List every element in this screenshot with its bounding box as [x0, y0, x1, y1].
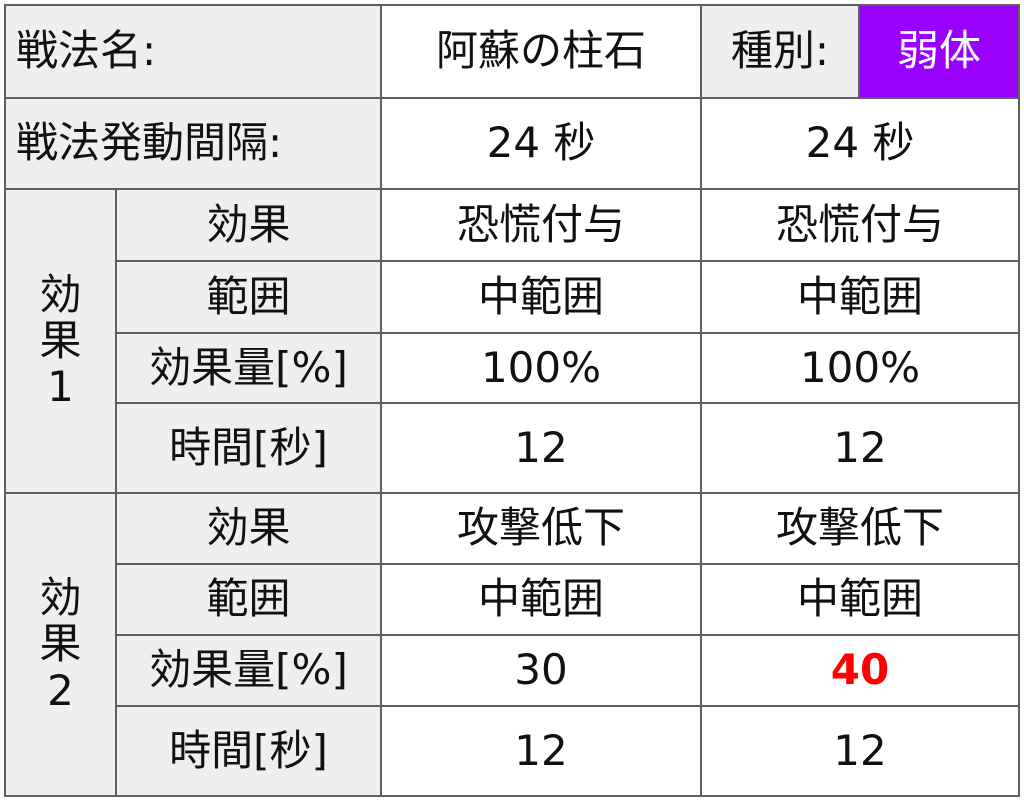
interval-value-1: 24 秒 — [380, 97, 702, 190]
cell-value: 攻撃低下 — [700, 492, 1020, 565]
row-label: 範囲 — [115, 563, 382, 636]
row-label: 時間[秒] — [115, 402, 382, 494]
cell-value: 中範囲 — [380, 563, 702, 636]
cell-value: 12 — [700, 402, 1020, 494]
cell-value: 中範囲 — [380, 260, 702, 334]
tactic-name-value: 阿蘇の柱石 — [380, 4, 702, 99]
type-label: 種別: — [700, 4, 860, 99]
highlighted-value: 40 — [700, 634, 1020, 707]
type-badge: 弱体 — [858, 4, 1020, 99]
tactic-name-label: 戦法名: — [4, 4, 382, 99]
row-label: 効果量[%] — [115, 332, 382, 404]
cell-value: 12 — [700, 705, 1020, 797]
row-label: 効果 — [115, 188, 382, 262]
cell-value: 100% — [700, 332, 1020, 404]
cell-value: 30 — [380, 634, 702, 707]
cell-value: 12 — [380, 402, 702, 494]
cell-value: 12 — [380, 705, 702, 797]
cell-value: 中範囲 — [700, 563, 1020, 636]
cell-value: 恐慌付与 — [380, 188, 702, 262]
cell-value: 攻撃低下 — [380, 492, 702, 565]
row-label: 範囲 — [115, 260, 382, 334]
cell-value: 中範囲 — [700, 260, 1020, 334]
row-label: 効果量[%] — [115, 634, 382, 707]
cell-value: 恐慌付与 — [700, 188, 1020, 262]
row-label: 効果 — [115, 492, 382, 565]
interval-value-2: 24 秒 — [700, 97, 1020, 190]
cell-value: 100% — [380, 332, 702, 404]
row-label: 時間[秒] — [115, 705, 382, 797]
interval-label: 戦法発動間隔: — [4, 97, 382, 190]
